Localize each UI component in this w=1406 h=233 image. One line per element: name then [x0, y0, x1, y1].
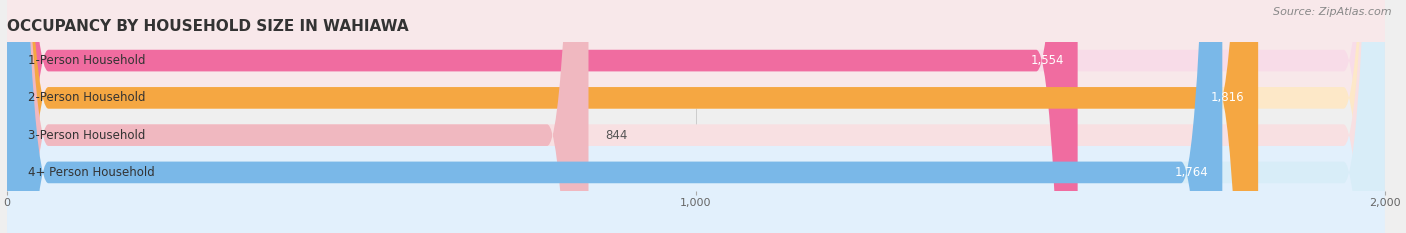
FancyBboxPatch shape	[7, 0, 1385, 233]
FancyBboxPatch shape	[7, 136, 1385, 233]
Text: 3-Person Household: 3-Person Household	[28, 129, 145, 142]
FancyBboxPatch shape	[7, 0, 1077, 233]
FancyBboxPatch shape	[7, 0, 1258, 233]
Text: 1,764: 1,764	[1175, 166, 1209, 179]
FancyBboxPatch shape	[7, 0, 1385, 233]
Text: 1,816: 1,816	[1211, 91, 1244, 104]
FancyBboxPatch shape	[7, 0, 1385, 233]
Text: 4+ Person Household: 4+ Person Household	[28, 166, 155, 179]
FancyBboxPatch shape	[7, 0, 1385, 97]
FancyBboxPatch shape	[7, 0, 1385, 233]
FancyBboxPatch shape	[7, 0, 589, 233]
Text: OCCUPANCY BY HOUSEHOLD SIZE IN WAHIAWA: OCCUPANCY BY HOUSEHOLD SIZE IN WAHIAWA	[7, 19, 409, 34]
Text: Source: ZipAtlas.com: Source: ZipAtlas.com	[1274, 7, 1392, 17]
Text: 1-Person Household: 1-Person Household	[28, 54, 145, 67]
Text: 1,554: 1,554	[1031, 54, 1064, 67]
Text: 844: 844	[606, 129, 628, 142]
Text: 2-Person Household: 2-Person Household	[28, 91, 145, 104]
FancyBboxPatch shape	[7, 0, 1222, 233]
